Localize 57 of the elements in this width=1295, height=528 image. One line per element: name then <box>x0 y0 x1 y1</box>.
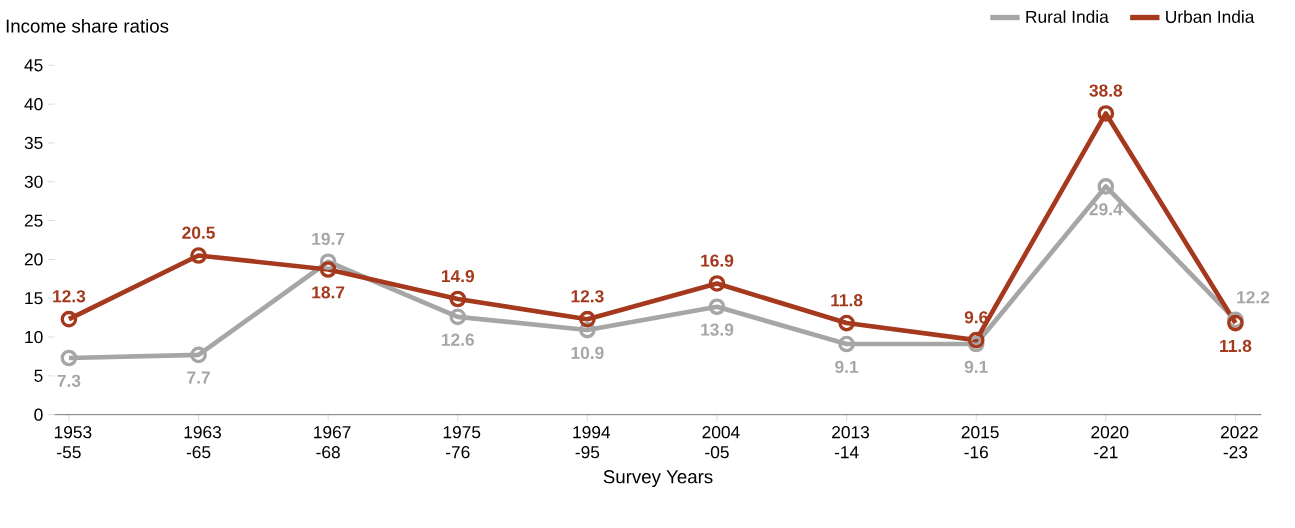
point <box>60 349 78 367</box>
y-tick-label: 0 <box>34 408 43 421</box>
y-axis-title: Income share ratios <box>6 18 169 33</box>
point <box>708 298 726 316</box>
y-tick-label: 15 <box>25 292 43 305</box>
legend-label: Urban India <box>1166 10 1255 23</box>
point <box>967 331 985 349</box>
x-tick-label: 1953 -55 <box>54 426 92 459</box>
x-tick-label: 2022 -23 <box>1220 426 1258 459</box>
x-tick-label: 1994 -95 <box>573 426 611 459</box>
x-tick-label: 2013 -14 <box>832 426 870 459</box>
x-tick-label: 1963 -65 <box>184 426 221 459</box>
data-label: 12.3 <box>53 290 86 303</box>
point <box>60 310 78 328</box>
data-label: 38.8 <box>1089 84 1123 97</box>
y-tick-label: 30 <box>24 175 43 188</box>
point <box>579 310 596 328</box>
x-tick-label: 1967 -68 <box>314 426 351 459</box>
point <box>449 290 467 308</box>
data-label: 11.8 <box>1220 339 1252 353</box>
point <box>319 261 337 278</box>
data-label: 12.6 <box>441 333 474 346</box>
data-label: 13.9 <box>701 323 734 336</box>
x-axis-title: Survey Years <box>603 470 713 488</box>
y-tick-label: 40 <box>24 98 43 111</box>
data-label: 19.7 <box>312 232 345 246</box>
point <box>190 247 207 264</box>
point <box>838 314 855 332</box>
x-tick-label: 1975 -76 <box>443 426 481 459</box>
point <box>708 275 726 292</box>
data-label: 9.1 <box>964 360 988 373</box>
data-label: 12.2 <box>1237 291 1270 304</box>
data-label: 16.9 <box>701 254 734 267</box>
data-label: 10.9 <box>571 346 604 360</box>
x-tick-label: 2015 -16 <box>961 426 999 459</box>
point <box>190 346 207 364</box>
data-label: 9.1 <box>835 360 859 373</box>
point <box>1097 178 1115 195</box>
x-tick-label: 2020 -21 <box>1091 426 1129 459</box>
data-label: 14.9 <box>441 270 474 283</box>
data-label: 11.8 <box>831 294 863 307</box>
data-label: 12.3 <box>571 290 604 303</box>
point <box>1097 105 1115 122</box>
point <box>449 308 467 326</box>
y-tick-label: 20 <box>24 253 43 266</box>
y-tick-label: 45 <box>24 59 43 72</box>
x-tick-label: 2004 -05 <box>702 426 740 459</box>
data-label: 18.7 <box>312 286 345 299</box>
y-tick-label: 35 <box>24 136 43 150</box>
point <box>838 335 855 353</box>
data-label: 7.7 <box>187 371 210 384</box>
legend-label: Rural India <box>1026 10 1109 23</box>
y-tick-label: 5 <box>34 369 43 382</box>
y-tick-label: 10 <box>25 330 43 344</box>
y-tick-label: 25 <box>24 214 43 227</box>
data-label: 20.5 <box>182 226 215 239</box>
data-label: 7.3 <box>57 374 81 387</box>
